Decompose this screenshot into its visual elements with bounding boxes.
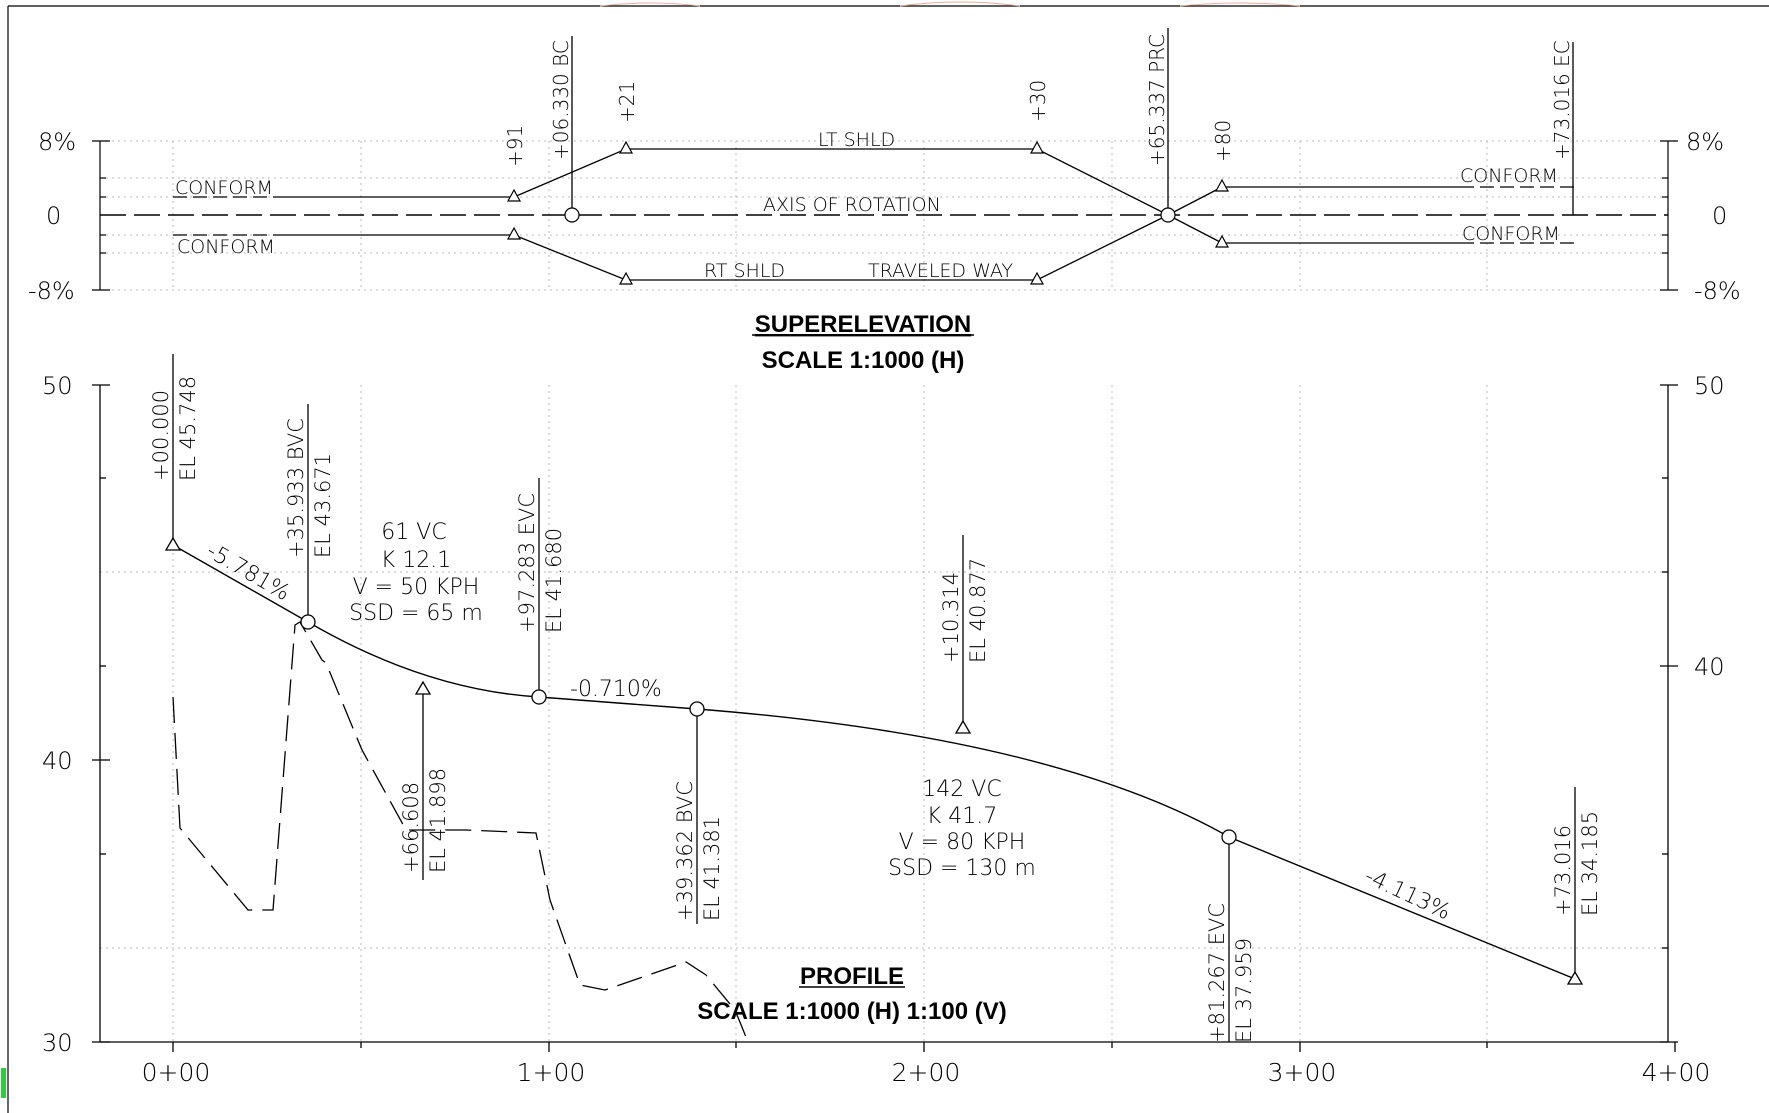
- profile-markers: [164, 536, 1584, 985]
- station-verticals: [571, 28, 1574, 215]
- lt-shld-label: LT SHLD: [818, 129, 895, 151]
- se-station-80: +80: [1211, 120, 1235, 162]
- pt-el-1: EL 43.671: [311, 453, 335, 558]
- pt-sta-2: +66.608: [399, 782, 423, 873]
- existing-ground-line: [172, 621, 749, 1043]
- se-y-label-0-right: 0: [1712, 202, 1727, 230]
- profile-y-label-50-right: 50: [1694, 372, 1725, 400]
- pt-sta-7: +73.016: [1551, 825, 1575, 916]
- conform-right-bottom: CONFORM: [1462, 223, 1560, 245]
- x-label-2: 2+00: [892, 1058, 961, 1087]
- profile-y-label-30: 30: [42, 1029, 73, 1057]
- curve1-v: V = 50 KPH: [353, 575, 480, 600]
- superelevation-markers: [506, 140, 1230, 285]
- se-y-label-neg8-right: -8%: [1694, 277, 1741, 305]
- curve2-annotation: 142 VC K 41.7 V = 80 KPH SSD = 130 m: [888, 777, 1036, 881]
- curve1-annotation: 61 VC K 12.1 V = 50 KPH SSD = 65 m: [349, 520, 483, 626]
- profile-title: PROFILE: [800, 963, 904, 990]
- se-station-ec: +73.016 EC: [1550, 40, 1574, 160]
- curve1-vc: 61 VC: [381, 520, 446, 545]
- rt-shld-label: RT SHLD: [704, 260, 785, 282]
- conform-left-bottom: CONFORM: [177, 236, 275, 258]
- curve2-ssd: SSD = 130 m: [888, 856, 1036, 881]
- superelevation-grid: [100, 140, 1668, 291]
- grade-label-2: -0.710%: [570, 677, 662, 702]
- se-station-prc: +65.337 PRC: [1145, 34, 1169, 166]
- proposed-profile-line: [172, 544, 1576, 980]
- pt-sta-1: +35.933 BVC: [284, 418, 308, 558]
- pt-el-7: EL 34.185: [1578, 811, 1602, 916]
- se-station-bc: +06.330 BC: [549, 40, 573, 160]
- pt-el-0: EL 45.748: [176, 376, 200, 481]
- profile-grid: [100, 385, 1668, 1042]
- conform-left-top: CONFORM: [175, 177, 273, 199]
- pt-sta-4: +39.362 BVC: [673, 781, 697, 921]
- pt-el-3: EL 41.680: [542, 528, 566, 633]
- superelevation-title: SUPERELEVATION: [755, 311, 971, 338]
- se-station-30: +30: [1026, 80, 1050, 122]
- se-station-21: +21: [615, 81, 639, 123]
- curve2-vc: 142 VC: [922, 777, 1001, 802]
- conform-right-top: CONFORM: [1460, 165, 1558, 187]
- pt-el-2: EL 41.898: [426, 768, 450, 873]
- se-y-label-8: 8%: [38, 128, 76, 156]
- pt-sta-3: +97.283 EVC: [515, 493, 539, 633]
- traveled-way-label: TRAVELED WAY: [868, 260, 1013, 282]
- profile-y-label-40-right: 40: [1694, 653, 1725, 681]
- profile-y-label-50: 50: [42, 372, 73, 400]
- se-y-label-8-right: 8%: [1686, 128, 1724, 156]
- profile-scale: SCALE 1:1000 (H) 1:100 (V): [697, 998, 1006, 1025]
- se-station-91: +91: [503, 125, 527, 167]
- x-label-4: 4+00: [1642, 1058, 1711, 1087]
- curve2-k: K 41.7: [927, 804, 997, 829]
- curve1-k: K 12.1: [381, 548, 451, 573]
- x-label-3: 3+00: [1268, 1058, 1337, 1087]
- pt-sta-5: +10.314: [939, 572, 963, 663]
- profile-axes: [92, 384, 1678, 1052]
- profile-leaders: [172, 354, 1576, 1042]
- curve2-v: V = 80 KPH: [899, 830, 1026, 855]
- grade-label-3: -4.113%: [1360, 864, 1454, 925]
- superelevation-scale: SCALE 1:1000 (H): [762, 347, 965, 374]
- profile-y-label-40: 40: [42, 747, 73, 775]
- axis-of-rotation-label: AXIS OF ROTATION: [763, 194, 941, 216]
- watermark-fragment: [599, 1, 1301, 7]
- pt-el-5: EL 40.877: [966, 558, 990, 663]
- conform-lines: [173, 186, 1575, 244]
- se-y-label-neg8: -8%: [28, 277, 75, 305]
- pt-sta-6: +81.267 EVC: [1205, 903, 1229, 1043]
- x-label-1: 1+00: [517, 1058, 586, 1087]
- pt-sta-0: +00.000: [149, 390, 173, 481]
- x-label-0: 0+00: [142, 1058, 211, 1087]
- curve1-ssd: SSD = 65 m: [349, 601, 483, 626]
- se-y-label-0: 0: [46, 202, 61, 230]
- pt-el-6: EL 37.959: [1232, 938, 1256, 1043]
- pt-el-4: EL 41.381: [700, 816, 724, 921]
- side-stamp: [1, 1068, 6, 1098]
